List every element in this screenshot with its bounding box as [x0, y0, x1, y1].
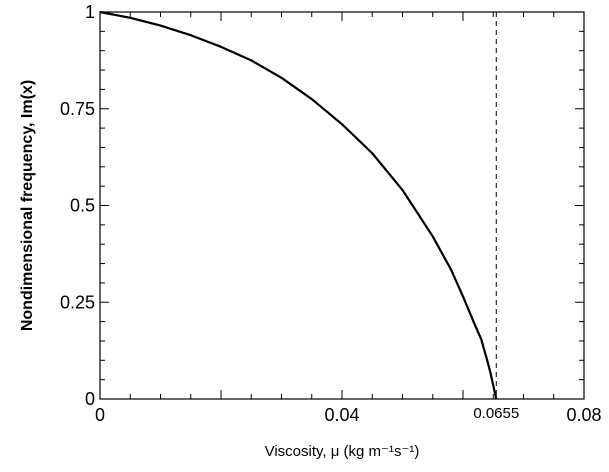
x-tick-label: 0 — [95, 405, 105, 425]
y-tick-label: 0.5 — [70, 196, 95, 216]
y-axis-title: Nondimensional frequency, Im(x) — [19, 80, 36, 331]
x-tick-label: 0.04 — [324, 405, 359, 425]
series-line — [99, 10, 498, 400]
plot-area — [99, 10, 498, 400]
y-tick-label: 0.75 — [60, 99, 95, 119]
plot-frame — [99, 11, 585, 400]
x-tick-label: 0.08 — [566, 405, 601, 425]
y-tick-label: 0 — [85, 389, 95, 409]
x-tick-label: 0.0655 — [473, 405, 519, 422]
axis-ticks — [99, 11, 585, 400]
y-tick-label: 0.25 — [60, 292, 95, 312]
y-tick-label: 1 — [85, 2, 95, 22]
x-axis-title: Viscosity, μ (kg m⁻¹s⁻¹) — [265, 443, 420, 460]
tick-labels: 0 0.25 0.5 0.75 1 0 0.04 0.0655 0.08 — [60, 2, 602, 425]
